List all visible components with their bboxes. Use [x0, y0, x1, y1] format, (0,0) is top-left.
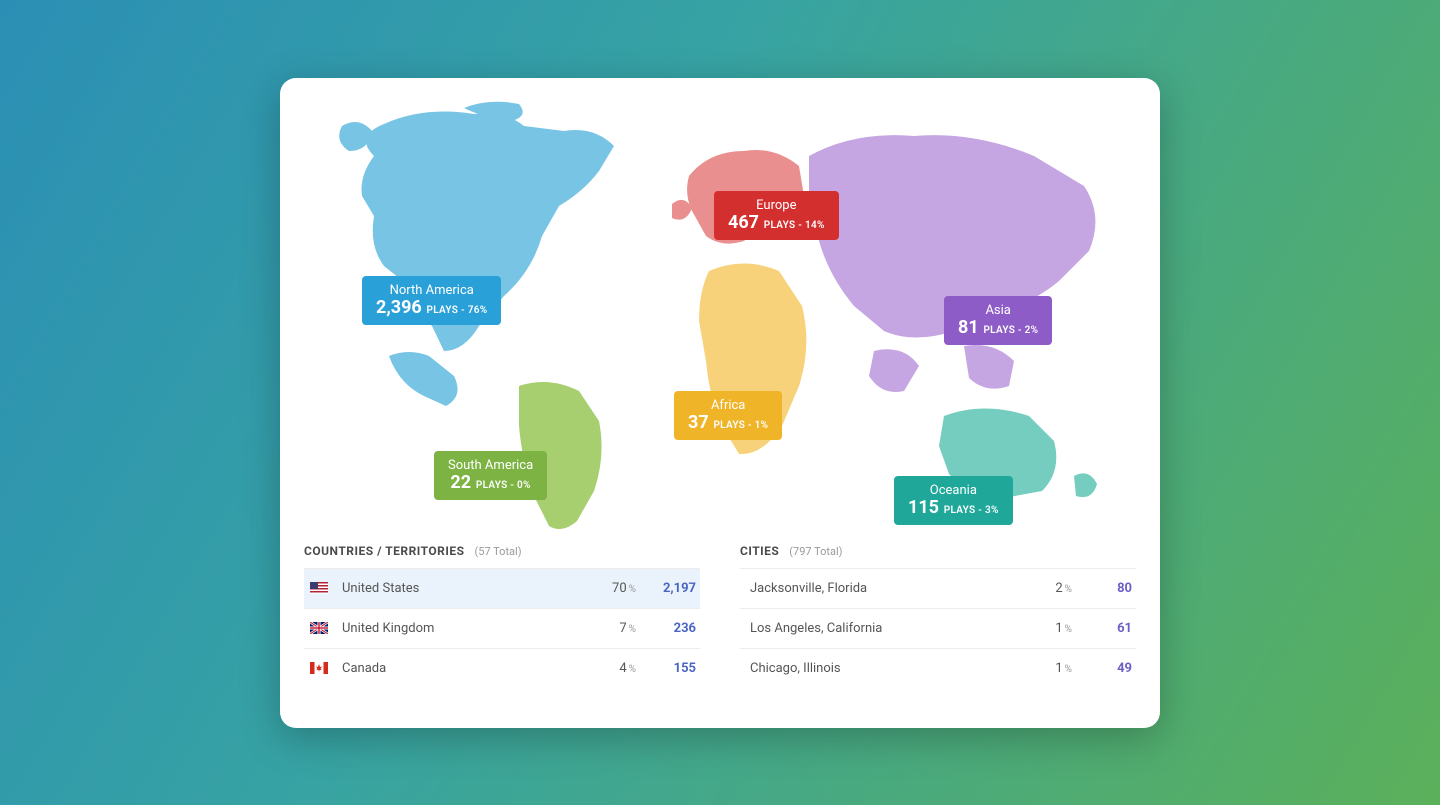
world-map-area: North America2,396 PLAYS - 76% South Amer… [304, 106, 1136, 536]
region-plays-label: PLAYS - 2% [981, 325, 1039, 336]
region-plays-label: PLAYS - 0% [473, 480, 531, 491]
flag-icon [310, 582, 328, 594]
countries-table: COUNTRIES / TERRITORIES (57 Total) Unite… [304, 544, 700, 688]
region-name: Africa [688, 399, 768, 414]
city-name: Los Angeles, California [750, 621, 1032, 636]
country-name: United Kingdom [342, 621, 596, 636]
region-plays-label: PLAYS - 76% [424, 305, 488, 316]
table-row[interactable]: United Kingdom7%236 [304, 608, 700, 648]
city-percent: 1% [1032, 661, 1072, 676]
cities-title: CITIES [740, 544, 779, 558]
continent-asia [809, 135, 1095, 392]
cities-total: (797 Total) [789, 545, 842, 558]
city-name: Chicago, Illinois [750, 661, 1032, 676]
region-name: Oceania [908, 484, 999, 499]
analytics-card: North America2,396 PLAYS - 76% South Amer… [280, 78, 1160, 728]
region-plays: 2,396 [376, 297, 422, 318]
flag-icon [310, 662, 328, 674]
region-plays-label: PLAYS - 1% [711, 420, 769, 431]
continent-north-america [339, 101, 614, 405]
stats-tables: COUNTRIES / TERRITORIES (57 Total) Unite… [304, 544, 1136, 688]
region-plays-label: PLAYS - 14% [761, 220, 825, 231]
table-row[interactable]: Chicago, Illinois1%49 [740, 648, 1136, 688]
countries-title: COUNTRIES / TERRITORIES [304, 544, 465, 558]
country-value: 2,197 [636, 581, 696, 596]
region-plays: 115 [908, 497, 939, 518]
region-label-asia[interactable]: Asia81 PLAYS - 2% [944, 296, 1052, 346]
table-row[interactable]: Canada4%155 [304, 648, 700, 688]
city-value: 49 [1072, 661, 1132, 676]
flag-icon [310, 622, 328, 634]
region-label-north_america[interactable]: North America2,396 PLAYS - 76% [362, 276, 501, 326]
city-percent: 1% [1032, 621, 1072, 636]
region-label-europe[interactable]: Europe467 PLAYS - 14% [714, 191, 839, 241]
country-name: United States [342, 581, 596, 596]
table-row[interactable]: Los Angeles, California1%61 [740, 608, 1136, 648]
region-name: South America [448, 459, 533, 474]
region-name: Asia [958, 304, 1038, 319]
region-plays: 81 [958, 317, 979, 338]
cities-table: CITIES (797 Total) Jacksonville, Florida… [740, 544, 1136, 688]
region-plays: 22 [450, 472, 471, 493]
country-value: 155 [636, 661, 696, 676]
city-name: Jacksonville, Florida [750, 581, 1032, 596]
city-value: 61 [1072, 621, 1132, 636]
country-value: 236 [636, 621, 696, 636]
region-label-south_america[interactable]: South America22 PLAYS - 0% [434, 451, 547, 501]
country-name: Canada [342, 661, 596, 676]
countries-total: (57 Total) [475, 545, 522, 558]
country-percent: 70% [596, 581, 636, 596]
region-label-oceania[interactable]: Oceania115 PLAYS - 3% [894, 476, 1013, 526]
region-plays: 467 [728, 212, 759, 233]
region-label-africa[interactable]: Africa37 PLAYS - 1% [674, 391, 782, 441]
country-percent: 4% [596, 661, 636, 676]
table-row[interactable]: United States70%2,197 [304, 568, 700, 608]
region-plays: 37 [688, 412, 709, 433]
city-value: 80 [1072, 581, 1132, 596]
region-name: Europe [728, 199, 825, 214]
city-percent: 2% [1032, 581, 1072, 596]
region-name: North America [376, 284, 487, 299]
region-plays-label: PLAYS - 3% [941, 505, 999, 516]
table-row[interactable]: Jacksonville, Florida2%80 [740, 568, 1136, 608]
country-percent: 7% [596, 621, 636, 636]
